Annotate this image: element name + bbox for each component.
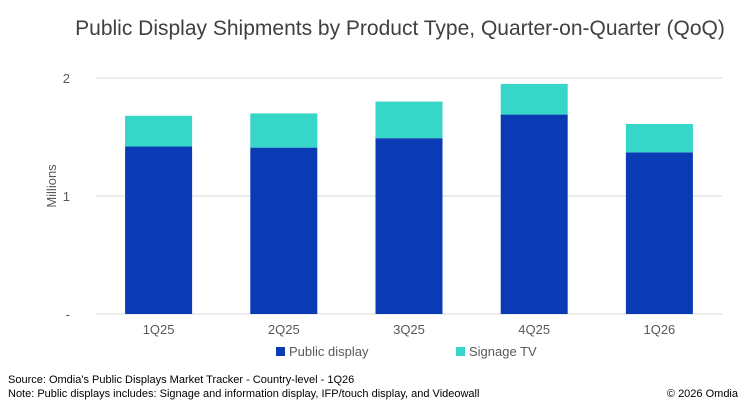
bar-signage-tv: [375, 101, 443, 139]
bar-public-display: [625, 152, 693, 314]
bar-public-display: [375, 138, 443, 314]
x-tick-label: 3Q25: [393, 322, 425, 337]
x-tick-label: 1Q26: [643, 322, 675, 337]
bar-signage-tv: [500, 83, 568, 115]
axes: - 1 2 Millions 1Q25 2Q25 3Q25 4Q25 1Q26: [44, 71, 675, 337]
legend: Public display Signage TV: [276, 344, 537, 359]
bar-signage-tv: [125, 115, 193, 147]
bars: [125, 83, 693, 314]
chart-title: Public Display Shipments by Product Type…: [75, 17, 725, 40]
bar-public-display: [125, 146, 193, 314]
x-tick-label: 1Q25: [143, 322, 175, 337]
y-tick-label: 2: [63, 71, 70, 86]
legend-swatch: [456, 347, 465, 356]
legend-label: Public display: [289, 344, 369, 359]
bar-public-display: [250, 147, 318, 314]
x-tick-label: 4Q25: [518, 322, 550, 337]
y-tick-label: -: [66, 307, 70, 322]
source-note: Source: Omdia's Public Displays Market T…: [8, 374, 355, 386]
legend-label: Signage TV: [469, 344, 537, 359]
bar-signage-tv: [250, 113, 318, 148]
copyright: © 2026 Omdia: [666, 388, 738, 400]
bar-public-display: [500, 114, 568, 314]
y-tick-label: 1: [63, 189, 70, 204]
legend-swatch: [276, 347, 285, 356]
bar-signage-tv: [625, 124, 693, 153]
x-tick-label: 2Q25: [268, 322, 300, 337]
y-axis-title: Millions: [44, 164, 59, 208]
definition-note: Note: Public displays includes: Signage …: [8, 388, 480, 400]
